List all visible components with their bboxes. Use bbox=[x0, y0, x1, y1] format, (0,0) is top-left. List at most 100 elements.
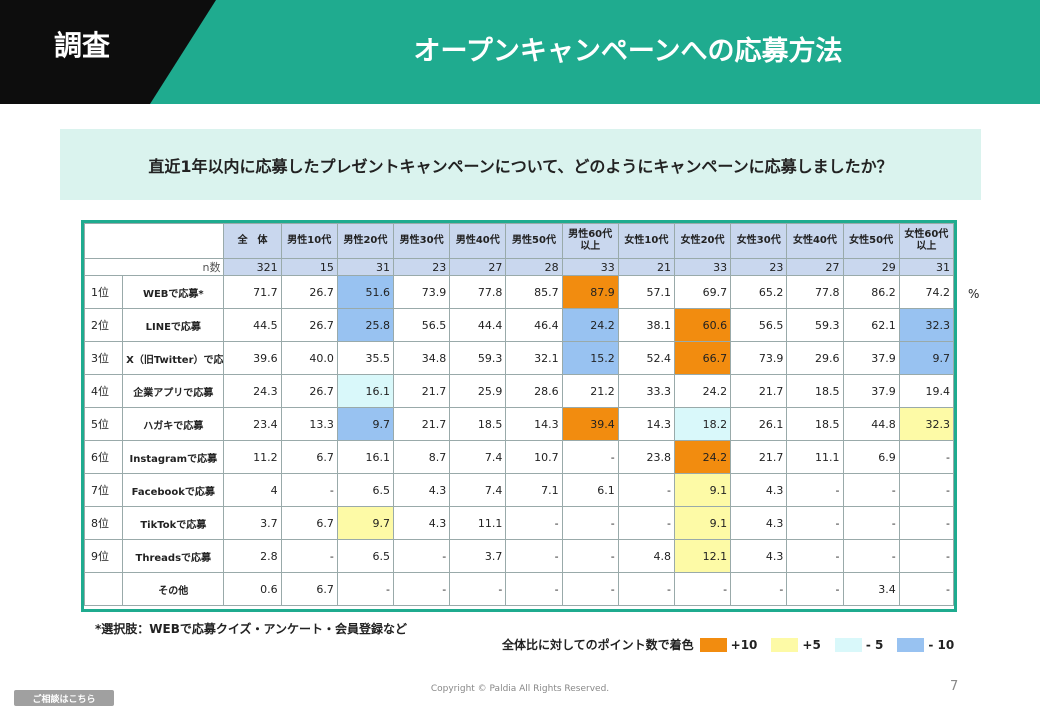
header-blank-cell bbox=[83, 223, 225, 259]
legend-swatch-plus10 bbox=[699, 637, 727, 652]
footnote: *選択肢：WEBで応募クイズ・アンケート・会員登録など bbox=[95, 622, 408, 636]
value-cell: 14.3 bbox=[505, 407, 563, 441]
value-cell: 6.9 bbox=[842, 440, 900, 474]
table-row: 9位 Threadsで応募 2.8-6.5-3.7- -4.8 12.1 4.3- - - bbox=[83, 539, 955, 573]
value-cell: 59.3 bbox=[786, 308, 844, 342]
value-cell: - bbox=[505, 539, 563, 573]
value-cell: 46.4 bbox=[505, 308, 563, 342]
value-cell: 56.5 bbox=[393, 308, 451, 342]
column-header: 男性10代 bbox=[280, 223, 338, 259]
column-header: 男性60代以上 bbox=[561, 223, 619, 259]
rank-cell: 6位 bbox=[83, 440, 124, 474]
value-cell: - bbox=[393, 572, 451, 606]
value-cell: - bbox=[617, 572, 675, 606]
table-row: 5位 ハガキで応募 23.4 13.3 9.7 21.7 18.5 14.3 39.4 14.3 1… bbox=[83, 407, 955, 441]
value-cell: 4.3 bbox=[393, 473, 451, 507]
value-cell: - bbox=[842, 506, 900, 540]
value-cell: 32.3 bbox=[898, 308, 955, 342]
value-cell: 33.3 bbox=[617, 374, 675, 408]
value-cell: - bbox=[505, 572, 563, 606]
value-cell: 3.4 bbox=[842, 572, 900, 606]
legend-swatch-minus10 bbox=[897, 637, 925, 652]
value-cell: - bbox=[898, 440, 955, 474]
table-row: 2位 LINEで応募 44.5 26.7 25.8 56.5 44.4 46.4 24.2 38.… bbox=[83, 308, 955, 342]
value-cell: - bbox=[280, 473, 338, 507]
rank-cell: 2位 bbox=[83, 308, 124, 342]
sample-size-cell: 27 bbox=[786, 258, 844, 276]
method-label: その他 bbox=[122, 572, 225, 606]
value-cell: - bbox=[561, 539, 619, 573]
rank-cell: 4位 bbox=[83, 374, 124, 408]
legend-label-plus5: +5 bbox=[802, 637, 821, 652]
value-cell: 6.5 bbox=[336, 539, 395, 573]
value-cell: 9.1 bbox=[673, 473, 732, 507]
value-cell: 18.5 bbox=[449, 407, 507, 441]
value-cell: - bbox=[449, 572, 507, 606]
value-cell: 18.2 bbox=[673, 407, 732, 441]
sample-size-cell: 23 bbox=[393, 258, 451, 276]
value-cell: 77.8 bbox=[449, 275, 507, 309]
method-label: Facebookで応募 bbox=[122, 473, 225, 507]
value-cell: 6.7 bbox=[280, 572, 338, 606]
value-cell: - bbox=[336, 572, 395, 606]
value-cell: 24.2 bbox=[673, 440, 732, 474]
method-label: Instagramで応募 bbox=[122, 440, 225, 474]
value-cell: - bbox=[393, 539, 451, 573]
value-cell: 7.1 bbox=[505, 473, 563, 507]
table-row: 3位 X（旧Twitter）で応募 39.6 40.0 35.5 34.8 59.3 32.1… bbox=[83, 341, 955, 375]
sample-size-cell: 23 bbox=[730, 258, 788, 276]
column-header: 女性40代 bbox=[786, 223, 844, 259]
value-cell: 23.8 bbox=[617, 440, 675, 474]
value-cell: 24.2 bbox=[673, 374, 732, 408]
legend-label-minus10: - 10 bbox=[928, 637, 955, 652]
value-cell: 16.1 bbox=[336, 440, 395, 474]
value-cell: 59.3 bbox=[449, 341, 507, 375]
column-header: 女性50代 bbox=[842, 223, 900, 259]
method-label: X（旧Twitter）で応募 bbox=[122, 341, 225, 375]
value-cell: 60.6 bbox=[673, 308, 732, 342]
value-cell: 11.1 bbox=[786, 440, 844, 474]
header-bar: 調査 オープンキャンペーンへの応募方法 bbox=[0, 0, 1040, 104]
value-cell: 57.1 bbox=[617, 275, 675, 309]
value-cell: - bbox=[561, 572, 619, 606]
value-cell: 71.7 bbox=[223, 275, 282, 309]
value-cell: 69.7 bbox=[673, 275, 732, 309]
consult-button[interactable]: ご相談はこちら bbox=[14, 690, 114, 706]
value-cell: 73.9 bbox=[730, 341, 788, 375]
value-cell: - bbox=[786, 506, 844, 540]
page-title: オープンキャンペーンへの応募方法 bbox=[413, 35, 843, 67]
value-cell: 44.5 bbox=[223, 308, 282, 342]
value-cell: 7.4 bbox=[449, 473, 507, 507]
value-cell: - bbox=[898, 572, 955, 606]
value-cell: 39.4 bbox=[561, 407, 619, 441]
survey-question: 直近1年以内に応募したプレゼントキャンペーンについて、どのようにキャンペーンに応… bbox=[60, 129, 981, 200]
value-cell: 16.1 bbox=[336, 374, 395, 408]
sample-size-cell: 321 bbox=[223, 258, 282, 276]
value-cell: 11.2 bbox=[223, 440, 282, 474]
color-legend: 全体比に対してのポイント数で着色 +10 +5 - 5 - 10 bbox=[502, 636, 962, 653]
value-cell: 11.1 bbox=[449, 506, 507, 540]
rank-cell: 3位 bbox=[83, 341, 124, 375]
value-cell: 32.3 bbox=[898, 407, 955, 441]
page-number: 7 bbox=[950, 679, 959, 694]
method-label: ハガキで応募 bbox=[122, 407, 225, 441]
value-cell: 26.7 bbox=[280, 275, 338, 309]
value-cell: 86.2 bbox=[842, 275, 900, 309]
value-cell: 19.4 bbox=[898, 374, 955, 408]
value-cell: 4.8 bbox=[617, 539, 675, 573]
value-cell: 6.1 bbox=[561, 473, 619, 507]
value-cell: 14.3 bbox=[617, 407, 675, 441]
value-cell: 12.1 bbox=[673, 539, 732, 573]
method-label: 企業アプリで応募 bbox=[122, 374, 225, 408]
sample-size-cell: 33 bbox=[561, 258, 619, 276]
rank-cell: 5位 bbox=[83, 407, 124, 441]
value-cell: - bbox=[561, 440, 619, 474]
column-header: 男性50代 bbox=[505, 223, 563, 259]
value-cell: 21.7 bbox=[730, 440, 788, 474]
column-header: 女性10代 bbox=[617, 223, 675, 259]
column-header: 全 体 bbox=[223, 223, 282, 259]
table-row: その他 0.6 6.7- - - - - - - - -3.4- bbox=[83, 572, 955, 606]
value-cell: - bbox=[842, 473, 900, 507]
column-header: 男性30代 bbox=[393, 223, 451, 259]
value-cell: 21.7 bbox=[393, 407, 451, 441]
